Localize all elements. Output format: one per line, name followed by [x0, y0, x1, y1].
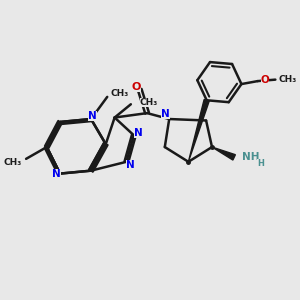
- Polygon shape: [188, 100, 209, 162]
- Text: NH: NH: [242, 152, 259, 162]
- Text: N: N: [88, 111, 97, 121]
- Text: N: N: [161, 109, 170, 119]
- Text: CH₃: CH₃: [110, 89, 128, 98]
- Text: CH₃: CH₃: [3, 158, 22, 167]
- Text: N: N: [52, 169, 61, 179]
- Text: O: O: [261, 75, 269, 85]
- Polygon shape: [212, 147, 236, 160]
- Text: H: H: [257, 159, 264, 168]
- Text: O: O: [131, 82, 141, 92]
- Text: N: N: [127, 160, 135, 170]
- Text: CH₃: CH₃: [140, 98, 158, 107]
- Text: N: N: [134, 128, 142, 138]
- Text: CH₃: CH₃: [278, 75, 297, 84]
